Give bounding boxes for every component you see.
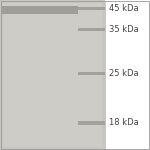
Text: 18 kDa: 18 kDa (109, 118, 138, 127)
Bar (78, 7, 105, 10)
Text: 25 kDa: 25 kDa (109, 69, 138, 78)
Bar (2, 6, 78, 14)
Text: 45 kDa: 45 kDa (109, 4, 138, 13)
Bar (78, 72, 105, 75)
Text: 35 kDa: 35 kDa (109, 25, 138, 34)
Bar (0, 0, 105, 150)
Bar (78, 28, 105, 31)
Bar (3, 3, 102, 147)
Bar (78, 121, 105, 125)
